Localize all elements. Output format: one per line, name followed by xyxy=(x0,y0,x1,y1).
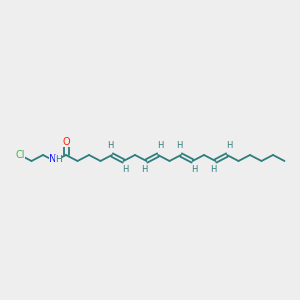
Text: H: H xyxy=(157,142,163,151)
Text: H: H xyxy=(226,142,232,151)
Text: H: H xyxy=(55,155,62,164)
Text: N: N xyxy=(49,154,57,164)
Text: H: H xyxy=(176,142,182,151)
Text: Cl: Cl xyxy=(15,150,25,160)
Text: H: H xyxy=(107,142,113,151)
Text: H: H xyxy=(141,166,148,175)
Text: H: H xyxy=(210,166,217,175)
Text: H: H xyxy=(191,166,198,175)
Text: O: O xyxy=(62,137,70,147)
Text: H: H xyxy=(122,166,129,175)
